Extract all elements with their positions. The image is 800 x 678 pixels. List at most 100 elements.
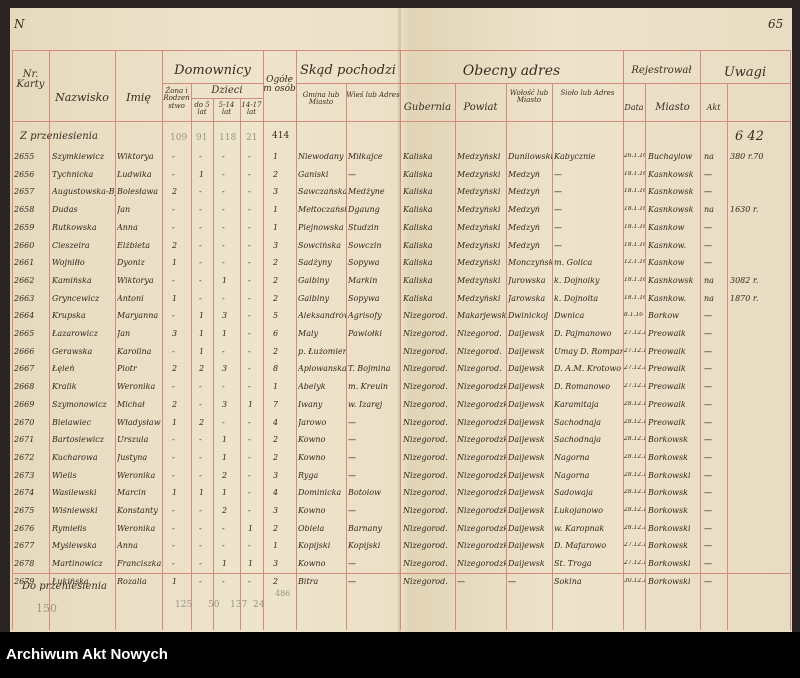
table-cell: 1: [172, 418, 178, 427]
table-cell: -: [199, 542, 202, 551]
table-cell: Nizegorod.: [403, 330, 448, 338]
table-cell: -: [199, 400, 202, 409]
table-cell: Nagorna: [554, 471, 590, 480]
header-age14-17: 14-17 lat: [241, 101, 262, 117]
table-cell: 2: [199, 365, 205, 374]
table-cell: -: [248, 383, 251, 392]
table-cell: k. Dojnoita: [554, 294, 599, 303]
table-cell: Szymonowicz: [52, 400, 107, 409]
table-cell: 1630 r.: [730, 206, 759, 215]
table-cell: Elżbieta: [117, 241, 151, 250]
table-cell: Franciszka: [117, 560, 162, 569]
table-cell: -: [199, 577, 202, 586]
header-village: Wieś lub Adres: [346, 91, 400, 99]
table-cell: Borkowsk: [648, 436, 688, 445]
header-district: Powiat: [463, 102, 498, 113]
table-cell: -: [248, 471, 251, 480]
ruling-line: [506, 83, 507, 630]
table-cell: -: [172, 170, 175, 179]
table-cell: Anna: [117, 542, 138, 551]
carry-over-wife: 125: [175, 600, 193, 610]
table-cell: 2670: [14, 418, 35, 427]
table-cell: 3: [172, 330, 178, 338]
ruling-line: [12, 121, 790, 122]
table-cell: Nizegorodzki: [457, 471, 506, 480]
table-cell: -: [222, 294, 225, 303]
table-cell: Maryanna: [117, 312, 159, 321]
header-act: Akt: [706, 103, 721, 112]
table-cell: Bolesława: [117, 188, 159, 197]
table-cell: Kopijski: [298, 542, 331, 551]
table-cell: Niewodany: [298, 153, 344, 161]
carried-forward-age14-17: 21: [246, 133, 258, 143]
table-cell: Nizegorod.: [403, 347, 448, 356]
table-cell: Wiktorya: [117, 276, 154, 285]
table-cell: Justyna: [117, 453, 148, 462]
ruling-line: [296, 50, 297, 630]
table-cell: Monczyńska: [508, 259, 552, 268]
table-cell: Tychnicka: [52, 170, 94, 179]
table-cell: 2678: [14, 560, 35, 569]
header-household: Domownicy: [174, 63, 251, 78]
table-cell: Łazarowicz: [52, 330, 98, 338]
table-cell: Borkowski: [648, 471, 691, 480]
table-cell: Kasnkowsk: [648, 276, 694, 285]
table-cell: 2672: [14, 453, 35, 462]
table-cell: m. Golica: [554, 259, 593, 268]
table-cell: Myślewska: [52, 542, 97, 551]
table-cell: Daijewsk: [508, 471, 545, 480]
table-cell: —: [704, 418, 712, 427]
table-cell: —: [704, 453, 712, 462]
table-cell: Kamińska: [52, 276, 92, 285]
table-cell: Kowno: [298, 436, 326, 445]
table-cell: 1: [273, 542, 279, 551]
ruling-line: [700, 83, 790, 84]
table-cell: Wasilewski: [52, 489, 97, 498]
table-cell: Nizegorodzki: [457, 436, 506, 445]
table-cell: -: [172, 347, 175, 356]
table-cell: —: [704, 507, 712, 515]
ruling-line: [49, 50, 50, 630]
table-cell: 18.1.16: [624, 188, 645, 195]
table-cell: 2658: [14, 206, 35, 215]
ruling-line: [263, 50, 264, 630]
table-cell: Medzyń: [508, 223, 540, 232]
table-cell: 2675: [14, 507, 35, 515]
ruling-line: [12, 50, 13, 630]
ruling-line: [213, 98, 214, 630]
table-cell: —: [704, 347, 712, 356]
table-cell: Nizegorod.: [457, 347, 502, 356]
table-cell: 27.12.15: [624, 542, 645, 549]
table-cell: Kaliska: [403, 223, 433, 232]
table-cell: Nizegorodzki: [457, 418, 506, 427]
table-cell: —: [508, 577, 516, 586]
table-cell: Szymkiewicz: [52, 153, 105, 161]
table-cell: Sopywa: [348, 294, 380, 303]
table-cell: Nizegorod.: [457, 330, 502, 338]
table-cell: -: [248, 241, 251, 250]
table-cell: Łęleń: [52, 365, 75, 374]
table-cell: Ludwika: [117, 170, 152, 179]
table-cell: -: [248, 365, 251, 374]
carry-over-nr: 150: [36, 602, 57, 615]
table-cell: —: [704, 542, 712, 551]
table-cell: Martinowicz: [52, 560, 103, 569]
table-cell: Nizegorodzki: [457, 383, 506, 392]
ruling-line: [455, 83, 456, 630]
table-cell: 1: [273, 383, 279, 392]
table-cell: Nizegorod.: [403, 436, 448, 445]
table-cell: Daijewsk: [508, 542, 545, 551]
table-cell: Anna: [117, 223, 138, 232]
table-cell: Rutkowska: [52, 223, 97, 232]
table-cell: -: [172, 453, 175, 462]
table-cell: Augustowska-Bystry: [52, 188, 115, 197]
table-cell: Kaliska: [403, 153, 433, 161]
table-cell: -: [172, 507, 175, 515]
table-cell: Borkowski: [648, 560, 691, 569]
table-cell: Sawczańska: [298, 188, 346, 197]
table-cell: Lukojanowo: [554, 507, 604, 515]
table-cell: —: [554, 170, 562, 179]
ruling-line: [346, 83, 347, 630]
table-cell: Kaliska: [403, 276, 433, 285]
table-cell: 1: [172, 294, 178, 303]
